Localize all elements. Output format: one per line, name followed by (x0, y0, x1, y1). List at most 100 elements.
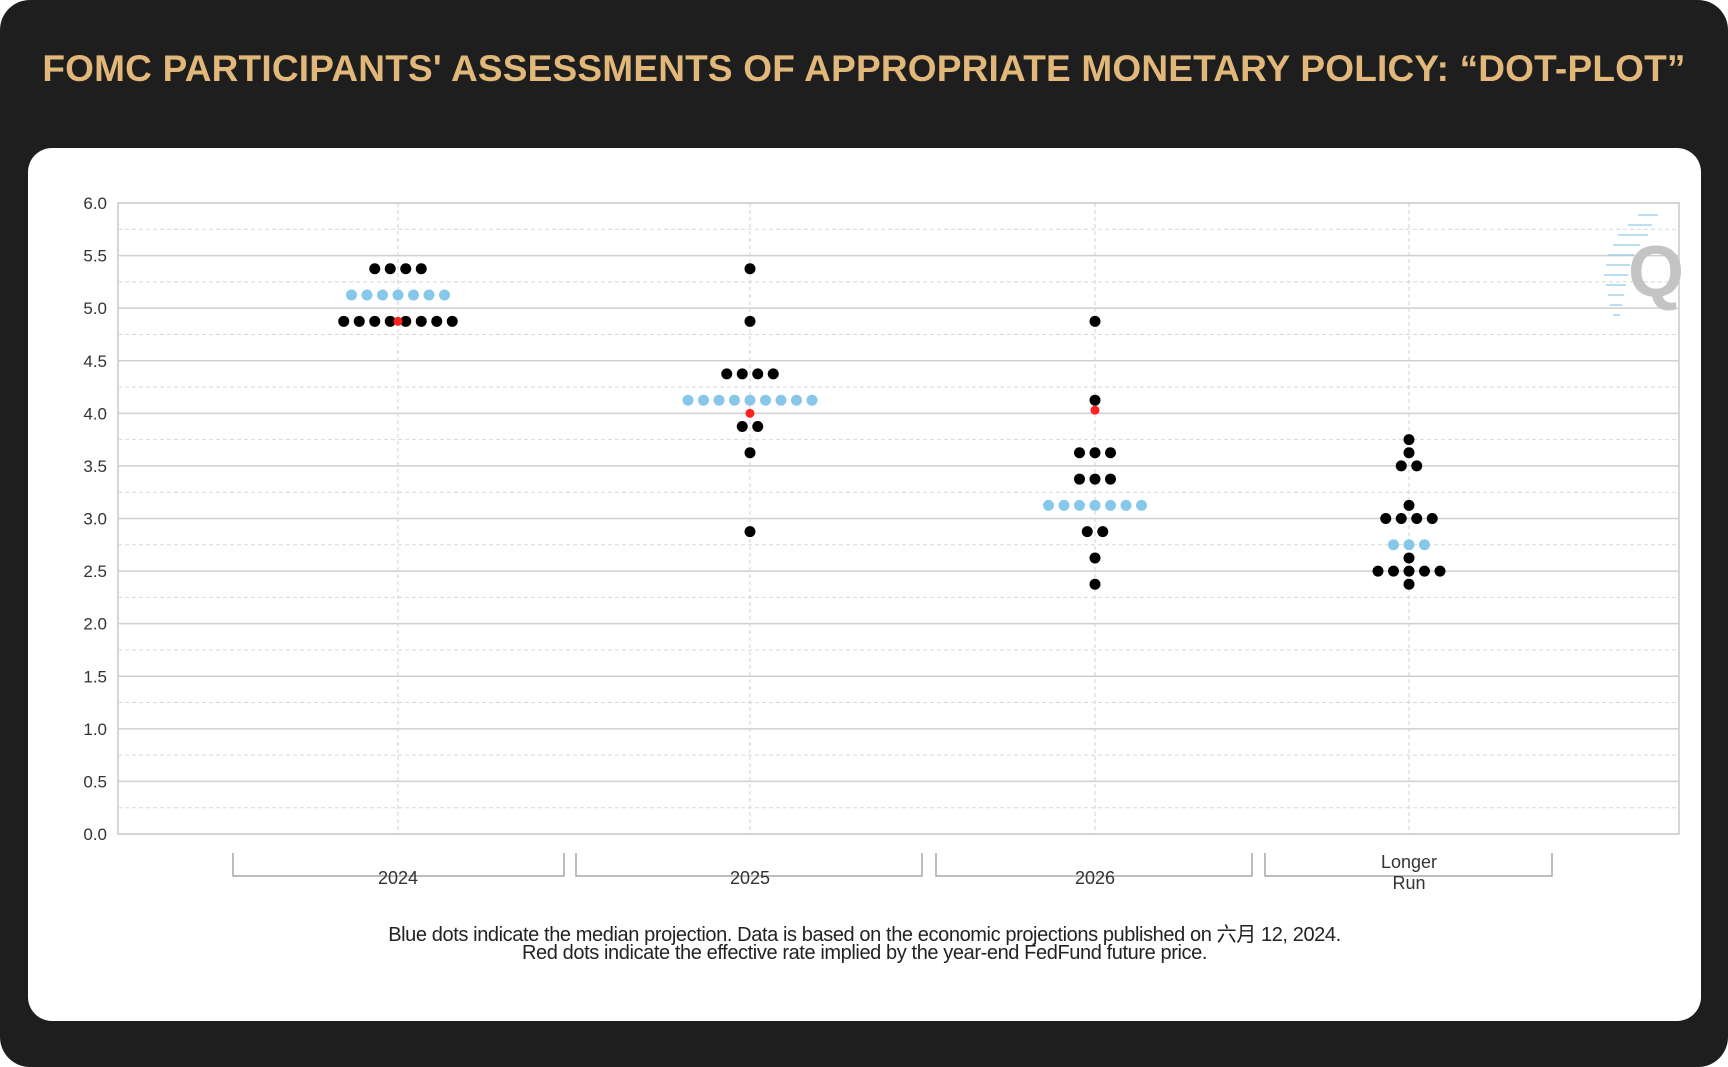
median-dot (408, 289, 419, 301)
participant-dot (1097, 526, 1109, 538)
participant-dot (384, 315, 396, 327)
participant-dot (415, 263, 427, 275)
page-title: FOMC PARTICIPANTS' ASSESSMENTS OF APPROP… (42, 48, 1686, 89)
category-bracket (232, 853, 565, 877)
median-dot (744, 394, 756, 406)
participant-dot (1089, 578, 1101, 590)
participant-dot (1403, 578, 1415, 590)
median-dot (423, 289, 435, 301)
participant-dot (767, 368, 779, 380)
participant-dot (744, 263, 756, 275)
participant-dot (752, 420, 764, 432)
y-tick-label: 4.5 (83, 352, 107, 371)
median-dot (791, 394, 802, 406)
participant-dot (446, 315, 458, 327)
chart-card: 0.0 0.5 1.0 1.5 2.0 2.5 3.0 3.5 4.0 4.5 5.0 5.5 6.0 … (28, 148, 1701, 1021)
median-dot (1074, 499, 1085, 511)
participant-dot (721, 368, 733, 380)
participant-dot (338, 315, 350, 327)
participant-dot (744, 447, 756, 459)
q-logo-icon: Q (1604, 214, 1684, 316)
median-dot (1120, 499, 1132, 511)
category-bracket (935, 853, 1253, 877)
y-tick-label: 2.5 (83, 562, 107, 581)
participant-dot (1403, 565, 1415, 577)
category-bracket (1264, 853, 1553, 877)
y-tick-label: 6.0 (83, 194, 107, 213)
svg-text:Q: Q (1628, 232, 1684, 312)
y-axis-ticks: 0.0 0.5 1.0 1.5 2.0 2.5 3.0 3.5 4.0 4.5 5.0 5.5 6.0 (83, 194, 107, 844)
participant-dot (1089, 394, 1101, 406)
median-dot (713, 394, 725, 406)
effective-rate-dot (745, 408, 755, 418)
participant-dot (1380, 513, 1392, 524)
median-dot (729, 394, 740, 406)
footnote-median: Blue dots indicate the median projection… (388, 924, 1341, 946)
participant-dot (1411, 513, 1423, 524)
median-dot (760, 394, 771, 406)
median-dot (1058, 499, 1070, 511)
x-tick-label: 2025 (730, 868, 770, 888)
y-tick-label: 2.0 (83, 615, 107, 634)
participant-dot (752, 368, 764, 380)
participant-dot (353, 315, 365, 327)
x-tick-label: 2026 (1075, 868, 1115, 888)
median-dot (1043, 499, 1054, 511)
y-tick-label: 5.0 (83, 299, 107, 318)
effective-rate-dot (1090, 405, 1100, 415)
participant-dot (744, 315, 756, 327)
participant-dot (736, 420, 748, 432)
participant-dot (1403, 552, 1415, 564)
participant-dot (1105, 473, 1116, 485)
median-dot (346, 289, 357, 301)
x-tick-label: 2024 (378, 868, 418, 888)
median-dot (1089, 499, 1101, 511)
participant-dot (1081, 526, 1093, 538)
participant-dot (1074, 473, 1085, 485)
participant-dot (1403, 499, 1415, 511)
participant-dot (415, 315, 427, 327)
dots (338, 263, 1446, 590)
participant-dot (1089, 447, 1101, 459)
median-dot (1105, 499, 1116, 511)
median-dot (1388, 539, 1399, 551)
median-dot (377, 289, 388, 301)
participant-dot (1089, 315, 1101, 327)
participant-dot (1411, 460, 1423, 472)
median-dot (361, 289, 373, 301)
participant-dot (369, 315, 381, 327)
category-bracket (575, 853, 923, 877)
median-dot (806, 394, 818, 406)
x-tick-label: Longer (1381, 852, 1437, 872)
median-dot (682, 394, 694, 406)
participant-dot (1403, 434, 1415, 446)
effective-rate-dot (393, 316, 403, 326)
participant-dot (384, 263, 396, 275)
y-tick-label: 5.5 (83, 247, 107, 266)
participant-dot (736, 368, 748, 380)
y-tick-label: 0.5 (83, 772, 107, 791)
participant-dot (1419, 565, 1430, 577)
participant-dot (1403, 447, 1415, 459)
median-dot (1136, 499, 1147, 511)
x-axis-brackets (232, 853, 1553, 877)
y-tick-label: 4.0 (83, 404, 107, 423)
footnote-effective-rate: Red dots indicate the effective rate imp… (521, 942, 1207, 964)
y-tick-label: 3.5 (83, 457, 107, 476)
participant-dot (431, 315, 443, 327)
dot-plot-chart: 0.00.51.01.52.02.53.03.54.04.55.05.56.0 … (83, 194, 1684, 893)
y-tick-label: 0.0 (83, 825, 107, 844)
participant-dot (1434, 565, 1446, 577)
participant-dot (1388, 565, 1399, 577)
participant-dot (1089, 552, 1101, 564)
median-dot (698, 394, 709, 406)
participant-dot (369, 263, 381, 275)
participant-dot (1074, 447, 1085, 459)
participant-dot (400, 263, 412, 275)
y-tick-label: 3.0 (83, 510, 107, 529)
y-tick-label: 1.0 (83, 720, 107, 739)
participant-dot (1089, 473, 1101, 485)
participant-dot (1105, 447, 1116, 459)
